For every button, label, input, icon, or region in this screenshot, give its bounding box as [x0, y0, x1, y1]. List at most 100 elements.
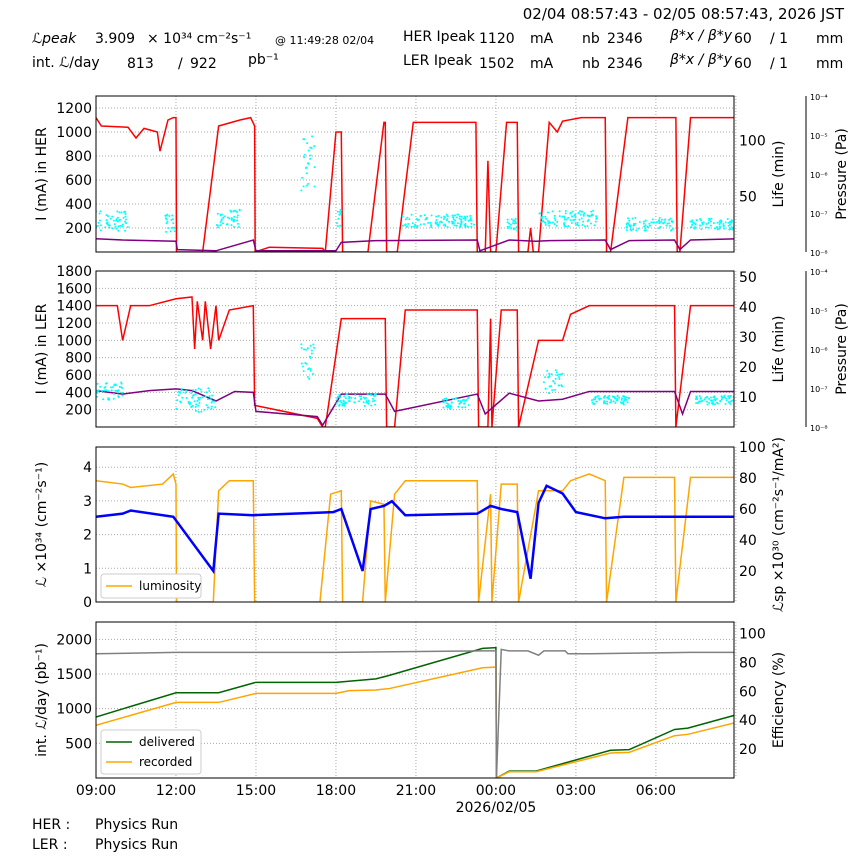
data-point: [628, 219, 631, 222]
data-point: [551, 221, 554, 224]
data-point: [191, 404, 194, 407]
data-point: [374, 403, 377, 406]
ler-beta-unit: mm: [816, 56, 844, 72]
y2-tick-label: 80: [739, 471, 757, 487]
data-point: [412, 225, 415, 228]
data-point: [718, 223, 721, 226]
data-point: [565, 218, 568, 221]
data-point: [701, 223, 704, 226]
data-point: [197, 387, 200, 390]
data-point: [309, 368, 312, 371]
data-point: [672, 227, 675, 230]
y-tick-label: 800: [65, 351, 92, 367]
data-point: [626, 401, 629, 404]
data-point: [595, 400, 598, 403]
data-point: [236, 219, 239, 222]
lpeak-unit: × 10³⁴ cm⁻²s⁻¹: [147, 31, 252, 47]
data-point: [338, 213, 341, 216]
data-point: [510, 227, 513, 230]
data-point: [716, 401, 719, 404]
data-point: [371, 400, 374, 403]
data-point: [338, 210, 341, 213]
data-point: [719, 399, 722, 402]
data-point: [205, 404, 208, 407]
data-point: [652, 221, 655, 224]
data-point: [668, 222, 671, 225]
data-point: [463, 224, 466, 227]
y-tick-label: 1200: [56, 316, 92, 332]
data-point: [716, 221, 719, 224]
data-point: [425, 218, 428, 221]
data-point: [655, 221, 658, 224]
x-tick-label: 15:00: [236, 783, 276, 799]
data-point: [564, 210, 567, 213]
y2-axis-label: ℒsp ×10³⁰ (cm⁻²s⁻¹/mA²): [771, 437, 787, 612]
data-point: [449, 405, 452, 408]
data-point: [223, 215, 226, 218]
data-point: [578, 218, 581, 221]
data-point: [430, 224, 433, 227]
data-point: [197, 398, 200, 401]
data-point: [552, 380, 555, 383]
data-point: [306, 142, 309, 145]
data-point: [551, 210, 554, 213]
data-point: [121, 225, 124, 228]
data-point: [99, 224, 102, 227]
data-point: [627, 217, 630, 220]
data-point: [236, 216, 239, 219]
pressure-tick-label: 10⁻⁶: [810, 171, 828, 180]
data-point: [114, 389, 117, 392]
data-point: [232, 210, 235, 213]
data-point: [589, 214, 592, 217]
lpeak-time: @ 11:49:28 02/04: [275, 34, 375, 47]
data-point: [408, 218, 411, 221]
data-point: [205, 391, 208, 394]
data-point: [457, 405, 460, 408]
data-point: [660, 220, 663, 223]
data-point: [370, 404, 373, 407]
data-point: [631, 217, 634, 220]
data-point: [347, 400, 350, 403]
panel-4: 500 1000 1500 2000 20 40 60 80 100 int. ℒ/day (pb…: [34, 621, 787, 816]
data-point: [643, 225, 646, 228]
data-point: [233, 215, 236, 218]
data-point: [199, 396, 202, 399]
data-point: [644, 219, 647, 222]
data-point: [574, 216, 577, 219]
y-tick-label: 1400: [56, 299, 92, 315]
data-point: [101, 389, 104, 392]
data-point: [354, 394, 357, 397]
data-point: [618, 396, 621, 399]
data-point: [513, 227, 516, 230]
data-point: [697, 400, 700, 403]
y-tick-label: 2000: [56, 632, 92, 648]
data-point: [445, 397, 448, 400]
data-point: [312, 372, 315, 375]
data-point: [441, 398, 444, 401]
data-point: [210, 401, 213, 404]
data-point: [615, 399, 618, 402]
series-line-recorded: [96, 666, 734, 778]
data-point: [554, 377, 557, 380]
data-point: [401, 224, 404, 227]
y-tick-label: 1000: [56, 333, 92, 349]
data-point: [454, 397, 457, 400]
data-point: [705, 222, 708, 225]
data-point: [165, 230, 168, 233]
data-point: [514, 217, 517, 220]
data-point: [720, 221, 723, 224]
data-point: [625, 225, 628, 228]
data-point: [594, 220, 597, 223]
data-point: [446, 215, 449, 218]
data-point: [442, 217, 445, 220]
data-point: [544, 221, 547, 224]
time-range: 02/04 08:57:43 - 02/05 08:57:43, 2026 JS…: [522, 5, 844, 23]
data-point: [219, 214, 222, 217]
data-point: [345, 401, 348, 404]
ler-beta-label: β*x / β*y: [670, 52, 733, 68]
legend-label: recorded: [139, 755, 192, 769]
x-tick-label: 06:00: [636, 783, 676, 799]
data-point: [118, 211, 121, 214]
data-point: [658, 216, 661, 219]
